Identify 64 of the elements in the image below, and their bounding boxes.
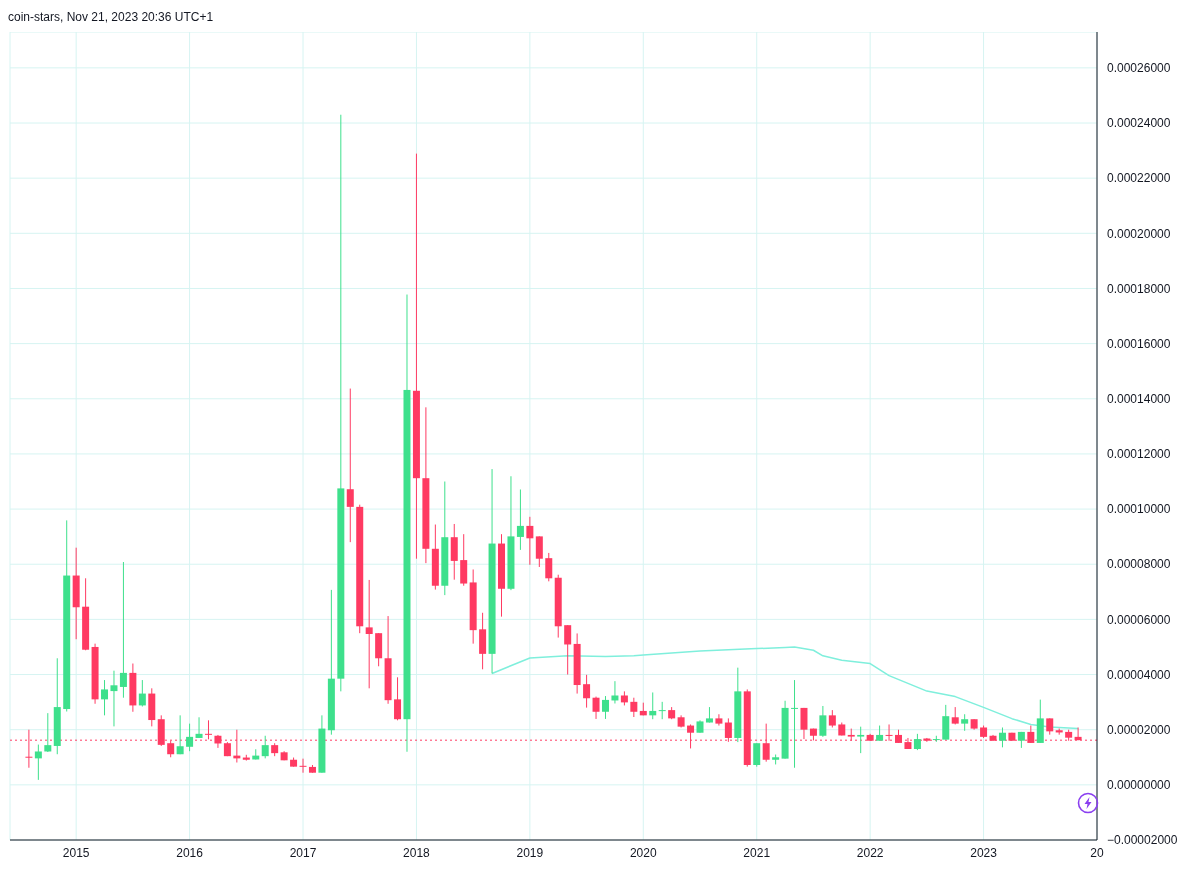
x-tick-label: 20 <box>1090 845 1104 860</box>
candlestick <box>601 695 609 720</box>
candlestick <box>564 624 572 676</box>
x-tick-label: 2017 <box>289 845 317 860</box>
candlestick <box>205 719 212 740</box>
y-tick-label: 0.00022000 <box>1107 171 1171 186</box>
y-tick-label: 0.00008000 <box>1107 557 1171 572</box>
candlestick <box>535 535 543 568</box>
x-tick-label: 2022 <box>856 845 884 860</box>
candlestick <box>753 742 761 768</box>
candlestick <box>176 714 184 755</box>
candlestick <box>138 679 146 708</box>
candlestick <box>460 533 468 587</box>
y-tick-label: 0.00020000 <box>1107 226 1171 241</box>
candlestick <box>394 676 402 721</box>
candlestick <box>630 697 638 718</box>
candlestick <box>34 744 42 781</box>
y-tick-label: 0.00006000 <box>1107 612 1171 627</box>
x-tick-label: 2015 <box>62 845 90 860</box>
y-tick-label: 0.00024000 <box>1107 116 1171 131</box>
candlestick <box>186 723 194 752</box>
candlestick <box>299 758 307 774</box>
y-tick-label: 0.00004000 <box>1107 667 1171 682</box>
candlestick <box>857 726 865 754</box>
x-tick-label: 2016 <box>176 845 204 860</box>
y-tick-label: 0.00018000 <box>1107 281 1171 296</box>
candlestick <box>195 716 203 739</box>
y-tick-label: −0.00002000 <box>1107 833 1178 848</box>
y-tick-label: 0.00016000 <box>1107 336 1171 351</box>
candlestick <box>516 489 524 551</box>
candlestick <box>658 701 666 720</box>
candlestick <box>365 579 373 689</box>
candlestick <box>261 735 269 759</box>
text: coin-stars, Nov 21, 2023 20:36 UTC+1 <box>8 10 214 24</box>
candlestick <box>715 713 723 727</box>
candlestick <box>942 704 950 741</box>
y-tick-label: 0.00026000 <box>1107 61 1171 76</box>
y-tick-label: 0.00014000 <box>1107 392 1171 407</box>
candlestick <box>346 388 354 543</box>
candlestick <box>101 679 109 716</box>
candlestick <box>450 523 458 581</box>
x-tick-label: 2023 <box>970 845 998 860</box>
candlestick <box>998 726 1006 748</box>
candlestick <box>649 691 657 720</box>
candlestick <box>545 552 553 582</box>
y-tick-label: 0.00000000 <box>1107 778 1171 793</box>
candlestick <box>819 705 827 738</box>
y-tick-label: 0.00012000 <box>1107 447 1171 462</box>
candlestick <box>44 712 52 753</box>
candlestick <box>119 561 127 699</box>
candlestick <box>592 696 600 720</box>
x-tick-label: 2021 <box>743 845 771 860</box>
candlestick <box>611 680 619 704</box>
x-tick-label: 2020 <box>629 845 657 860</box>
x-tick-label: 2019 <box>516 845 544 860</box>
candlestick <box>110 670 118 727</box>
y-tick-label: 0.00010000 <box>1107 502 1171 517</box>
x-tick-label: 2018 <box>403 845 431 860</box>
candlestick <box>526 516 534 566</box>
candlestick <box>791 679 799 769</box>
y-tick-label: 0.00002000 <box>1107 722 1171 737</box>
candlestick <box>800 707 808 740</box>
line-series <box>491 646 1079 730</box>
candlestick <box>583 674 591 709</box>
